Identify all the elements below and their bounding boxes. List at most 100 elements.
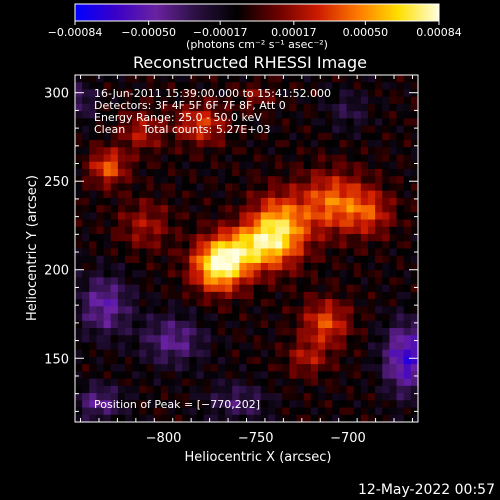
heatmap-cell [367, 168, 376, 177]
heatmap-cell [353, 212, 362, 221]
heatmap-cell [267, 356, 276, 365]
heatmap-cell [175, 277, 183, 286]
heatmap-cell [125, 212, 133, 221]
heatmap-cell [75, 154, 83, 163]
heatmap-cell [375, 364, 383, 372]
heatmap-cell [203, 197, 212, 206]
heatmap-cell [382, 190, 391, 199]
heatmap-cell [189, 270, 198, 279]
heatmap-cell [75, 75, 83, 83]
heatmap-cell [375, 75, 383, 83]
heatmap-cell [325, 371, 333, 380]
heatmap-cell [196, 140, 205, 148]
heatmap-cell [396, 205, 405, 213]
heatmap-cell [289, 306, 298, 315]
heatmap-cell [396, 320, 405, 329]
heatmap-cell [403, 262, 412, 271]
heatmap-cell [260, 154, 269, 163]
heatmap-cell [253, 234, 262, 242]
heatmap-cell [146, 313, 155, 322]
heatmap-cell [289, 277, 298, 286]
heatmap-cell [146, 328, 155, 336]
heatmap-cell [117, 111, 126, 119]
heatmap-cell [232, 103, 240, 112]
heatmap-cell [282, 255, 290, 264]
heatmap-cell [346, 82, 355, 91]
heatmap-cell [353, 226, 362, 235]
heatmap-cell [132, 378, 140, 387]
heatmap-cell [282, 291, 290, 300]
heatmap-cell [396, 96, 405, 105]
x-tick-label: −700 [330, 431, 366, 446]
heatmap-cell [175, 255, 183, 264]
heatmap-cell [117, 212, 126, 221]
heatmap-cell [396, 140, 405, 148]
heatmap-cell [367, 140, 376, 148]
heatmap-cell [210, 205, 219, 213]
heatmap-cell [210, 140, 219, 148]
heatmap-cell [325, 342, 333, 351]
heatmap-cell [360, 75, 369, 83]
heatmap-cell [403, 342, 412, 351]
heatmap-cell [375, 248, 383, 257]
heatmap-cell [103, 342, 112, 351]
heatmap-cell [217, 75, 226, 83]
heatmap-cell [325, 226, 333, 235]
heatmap-cell [353, 132, 362, 141]
heatmap-cell [389, 219, 398, 228]
heatmap-cell [182, 219, 190, 228]
heatmap-cell [339, 140, 348, 148]
heatmap-cell [325, 147, 333, 156]
heatmap-cell [346, 161, 355, 170]
heatmap-cell [167, 176, 176, 185]
heatmap-cell [239, 147, 248, 156]
heatmap-cell [346, 356, 355, 365]
heatmap-cell [103, 234, 112, 242]
heatmap-cell [160, 140, 169, 148]
heatmap-cell [175, 306, 183, 315]
heatmap-cell [296, 342, 305, 351]
heatmap-cell [189, 154, 198, 163]
heatmap-cell [132, 328, 140, 336]
heatmap-cell [389, 320, 398, 329]
heatmap-cell [360, 342, 369, 351]
heatmap-cell [175, 103, 183, 112]
heatmap-cell [289, 125, 298, 134]
heatmap-cell [389, 226, 398, 235]
heatmap-cell [396, 277, 405, 286]
heatmap-cell [175, 400, 183, 409]
heatmap-cell [196, 299, 205, 307]
heatmap-cell [217, 328, 226, 336]
heatmap-cell [275, 320, 283, 329]
heatmap-cell [360, 125, 369, 134]
heatmap-cell [375, 168, 383, 177]
heatmap-cell [210, 349, 219, 358]
heatmap-cell [139, 306, 148, 315]
heatmap-cell [346, 277, 355, 286]
heatmap-cell [153, 140, 162, 148]
heatmap-cell [110, 226, 119, 235]
heatmap-cell [232, 328, 240, 336]
heatmap-cell [82, 320, 90, 329]
heatmap-cell [389, 371, 398, 380]
heatmap-cell [275, 400, 283, 409]
heatmap-cell [389, 96, 398, 105]
heatmap-cell [225, 226, 233, 235]
heatmap-cell [267, 400, 276, 409]
heatmap-cell [103, 96, 112, 105]
heatmap-cell [175, 226, 183, 235]
heatmap-cell [367, 291, 376, 300]
heatmap-cell [225, 168, 233, 177]
heatmap-cell [232, 176, 240, 185]
heatmap-cell [310, 96, 319, 105]
heatmap-cell [346, 270, 355, 279]
heatmap-cell [367, 154, 376, 163]
heatmap-cell [339, 183, 348, 192]
heatmap-cell [110, 241, 119, 250]
heatmap-cell [132, 154, 140, 163]
heatmap-cell [360, 262, 369, 271]
heatmap-cell [110, 219, 119, 228]
heatmap-cell [382, 255, 391, 264]
heatmap-cell [325, 270, 333, 279]
